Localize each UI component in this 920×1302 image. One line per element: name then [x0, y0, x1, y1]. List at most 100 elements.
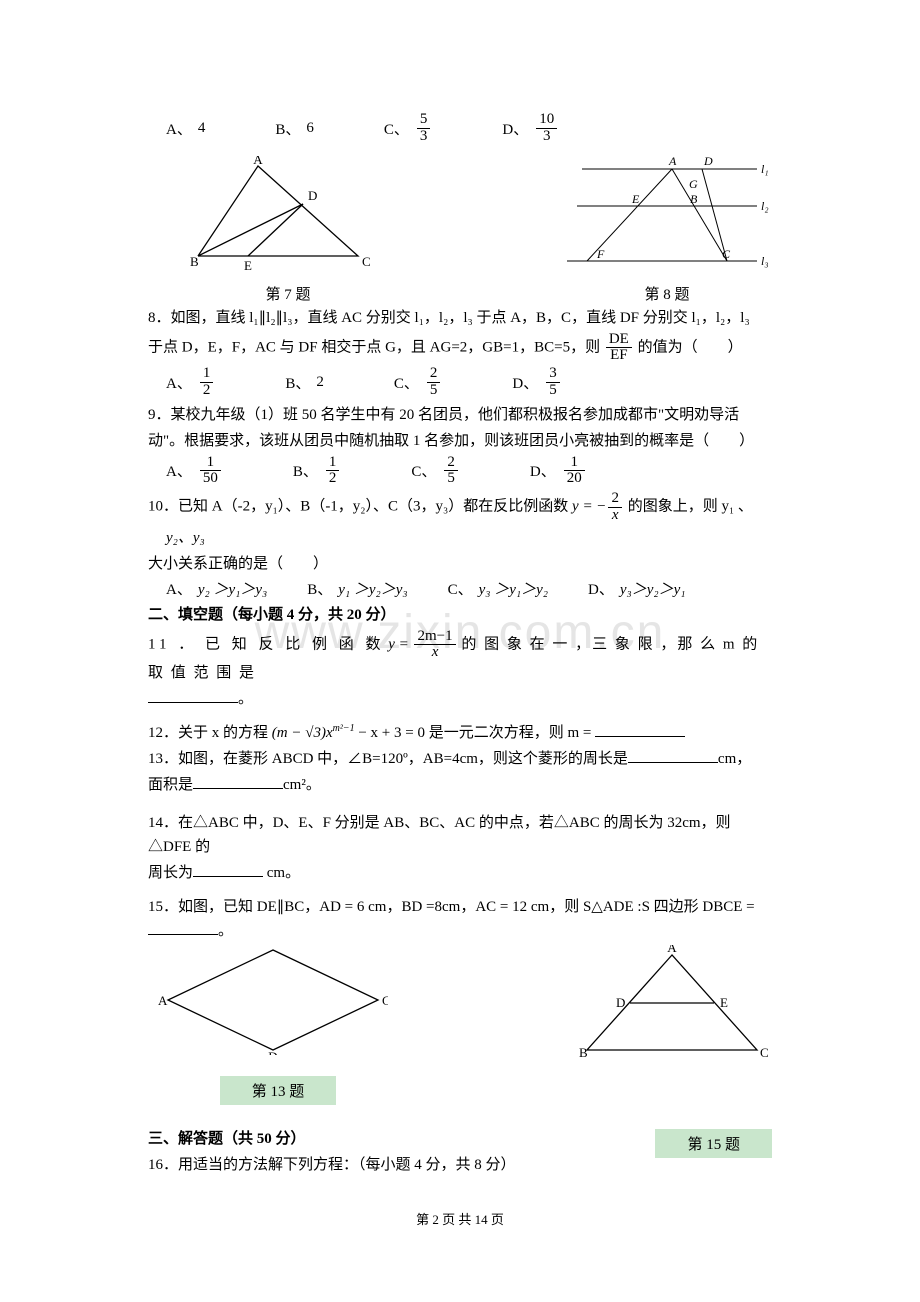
q8-opt-a: A、12 [166, 366, 215, 399]
fig15-wrap: A D E B C [572, 945, 772, 1070]
q9-opt-c: C、25 [411, 455, 460, 488]
fraction: 2x [608, 491, 622, 524]
blank [193, 861, 263, 877]
q10-opt-d: D、y₃＞y₂＞y₁ [588, 578, 685, 599]
q8-text-a: 于点 D，E，F，AC 与 DF 相交于点 G，且 AG=2，GB=1，BC=5… [148, 339, 600, 355]
svg-text:A: A [668, 154, 677, 168]
svg-text:B: B [190, 254, 199, 269]
q13-b: cm， [718, 751, 751, 767]
q13-line1: 13．如图，在菱形 ABCD 中，∠B=120º，AB=4cm，则这个菱形的周长… [148, 747, 772, 771]
fig15-caption-wrap: 第 15 题 [655, 1129, 772, 1158]
svg-text:A: A [158, 993, 168, 1008]
fraction: 2m−1x [414, 629, 455, 662]
q9-opt-b: B、12 [293, 455, 342, 488]
q8-line1: 8．如图，直线 l₁∥l₂∥l₃，直线 AC 分别交 l₁，l₂，l₃ 于点 A… [148, 306, 772, 330]
q10-line1: 10．已知 A（-2，y₁）、B（-1，y₂）、C（3，y₃）都在反比例函数 y… [148, 491, 772, 524]
svg-text:C: C [722, 247, 731, 261]
fig13-svg: B A C D [158, 945, 388, 1055]
fraction: DEEF [606, 332, 632, 365]
q9-opt-a: A、150 [166, 455, 223, 488]
fig7-svg: A B C D E [178, 156, 378, 276]
q11-func-prefix: y = [388, 636, 409, 652]
fig8-svg: A D l₁ G E B l₂ F C l₃ [562, 151, 772, 276]
q8-opt-c: C、25 [394, 366, 443, 399]
q13-d: cm²。 [283, 777, 321, 793]
section3-row: 三、解答题（共 50 分） 16．用适当的方法解下列方程：（每小题 4 分，共 … [148, 1125, 772, 1179]
q7-options-row: A、4 B、6 C、53 D、103 [166, 112, 772, 145]
svg-text:B: B [269, 945, 278, 948]
svg-text:C: C [760, 1045, 769, 1060]
svg-text:l₂: l₂ [761, 199, 769, 213]
q13-a: 13．如图，在菱形 ABCD 中，∠B=120º，AB=4cm，则这个菱形的周长… [148, 751, 628, 767]
q11-blank-line: 。 [148, 687, 772, 711]
q14-b: 周长为 [148, 865, 193, 881]
q10-opt-b: B、y₁ ＞y₂＞y₃ [307, 578, 407, 599]
opt-value: 4 [198, 120, 206, 137]
figures-row-13-15: B A C D 第 13 题 A D E B C [148, 945, 772, 1105]
q10-line3: 大小关系正确的是（ ） [148, 552, 772, 576]
q9-line1: 9．某校九年级（1）班 50 名学生中有 20 名团员，他们都积极报名参加成都市… [148, 403, 772, 427]
q9-options-row: A、150 B、12 C、25 D、120 [166, 455, 772, 488]
blank [628, 747, 718, 763]
blank [595, 721, 685, 737]
q10-options-row: A、y₂ ＞y₁＞y₃ B、y₁ ＞y₂＞y₃ C、y₃ ＞y₁＞y₂ D、y₃… [166, 578, 812, 599]
q8-text-b: 的值为（ ） [638, 339, 743, 355]
fig13-wrap: B A C D 第 13 题 [158, 945, 398, 1105]
blank [148, 919, 218, 935]
svg-text:E: E [244, 258, 252, 273]
svg-text:D: D [616, 995, 625, 1010]
q12-b: − x + 3 = 0 是一元二次方程，则 m = [355, 725, 596, 741]
svg-text:C: C [362, 254, 371, 269]
q7-opt-c: C、 53 [384, 112, 433, 145]
opt-label: C、 [384, 118, 409, 139]
q12: 12．关于 x 的方程 (m − √3)xm²−1 − x + 3 = 0 是一… [148, 721, 772, 745]
svg-text:E: E [720, 995, 728, 1010]
opt-label: B、 [275, 118, 300, 139]
fig13-caption-wrap: 第 13 题 [158, 1076, 398, 1105]
q10-opt-a: A、y₂ ＞y₁＞y₃ [166, 578, 267, 599]
q14-line2: 周长为 cm。 [148, 861, 772, 885]
svg-text:G: G [689, 177, 698, 191]
q10-line2: y₂、y₃ [166, 526, 772, 550]
q12-a: 12．关于 x 的方程 [148, 725, 268, 741]
q13-c: 面积是 [148, 777, 193, 793]
fig7-wrap: A B C D E 第 7 题 [178, 156, 398, 304]
fig7-caption: 第 7 题 [178, 283, 398, 304]
opt-value: 6 [306, 120, 314, 137]
svg-text:A: A [667, 945, 677, 955]
q14-c: cm。 [263, 865, 300, 881]
q8-options-row: A、12 B、2 C、25 D、35 [166, 366, 772, 399]
figures-row-7-8: A B C D E 第 7 题 A D l₁ [148, 151, 772, 304]
svg-text:l₁: l₁ [761, 162, 769, 176]
q15: 15．如图，已知 DE∥BC，AD = 6 cm，BD =8cm，AC = 12… [148, 895, 772, 943]
svg-text:D: D [703, 154, 713, 168]
q10-func-prefix: y = − [572, 499, 606, 515]
q8-opt-d: D、35 [512, 366, 561, 399]
fraction: 103 [536, 112, 557, 145]
fraction: 53 [417, 112, 431, 145]
svg-text:C: C [382, 993, 388, 1008]
q15-a: 15．如图，已知 DE∥BC，AD = 6 cm，BD =8cm，AC = 12… [148, 899, 755, 915]
page-footer: 第 2 页 共 14 页 [148, 1209, 772, 1228]
q16: 16．用适当的方法解下列方程：（每小题 4 分，共 8 分） [148, 1153, 516, 1177]
fig13-caption: 第 13 题 [220, 1076, 337, 1105]
q8-line2: 于点 D，E，F，AC 与 DF 相交于点 G，且 AG=2，GB=1，BC=5… [148, 332, 772, 365]
fig8-wrap: A D l₁ G E B l₂ F C l₃ 第 8 题 [562, 151, 772, 304]
q9-line2: 动"。根据要求，该班从团员中随机抽取 1 名参加，则该班团员小亮被抽到的概率是（… [148, 429, 772, 453]
q8-opt-b: B、2 [285, 372, 324, 393]
fig15-caption: 第 15 题 [655, 1129, 772, 1158]
svg-text:D: D [268, 1049, 277, 1055]
fig8-caption: 第 8 题 [562, 283, 772, 304]
svg-text:B: B [690, 192, 698, 206]
q10-post: 的图象上，则 y₁ 、 [628, 499, 753, 515]
svg-text:A: A [253, 156, 263, 167]
section3-title: 三、解答题（共 50 分） [148, 1127, 516, 1151]
q7-opt-d: D、 103 [502, 112, 559, 145]
blank [148, 687, 238, 703]
q10-opt-c: C、y₃ ＞y₁＞y₂ [448, 578, 548, 599]
opt-label: D、 [502, 118, 528, 139]
svg-text:l₃: l₃ [761, 254, 769, 268]
q10-pre: 10．已知 A（-2，y₁）、B（-1，y₂）、C（3，y₃）都在反比例函数 [148, 499, 568, 515]
q12-sup: m²−1 [333, 723, 355, 734]
svg-text:F: F [596, 247, 605, 261]
